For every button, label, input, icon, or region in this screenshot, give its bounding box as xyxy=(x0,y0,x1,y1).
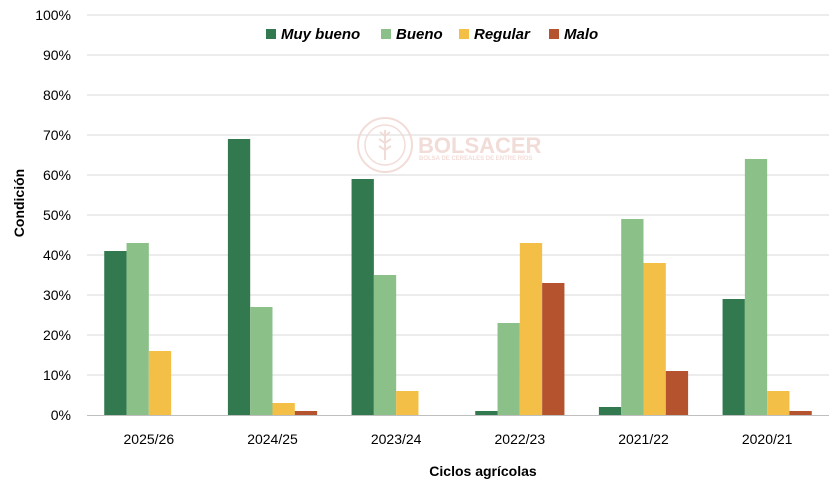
legend-label: Malo xyxy=(564,26,598,43)
bar-malo xyxy=(789,411,812,415)
y-tick-label: 90% xyxy=(43,47,71,63)
y-tick-label: 100% xyxy=(35,7,71,23)
bar-muy-bueno xyxy=(104,251,127,415)
bar-muy-bueno xyxy=(598,407,622,415)
legend-label: Regular xyxy=(474,26,531,43)
legend: Muy bueno Bueno Regular Malo xyxy=(266,26,598,43)
x-tick-label: 2023/24 xyxy=(371,431,422,447)
watermark-name: BOLSACER xyxy=(418,133,542,158)
watermark-tagline: BOLSA DE CEREALES DE ENTRE RÍOS xyxy=(419,154,532,162)
bar-bueno xyxy=(126,243,149,415)
y-tick-label: 10% xyxy=(43,367,71,383)
watermark-seal-inner-icon xyxy=(364,124,406,166)
x-tick-label: 2025/26 xyxy=(124,431,175,447)
legend-label: Muy bueno xyxy=(281,26,360,43)
bar-muy-bueno xyxy=(351,179,374,415)
y-tick-label: 40% xyxy=(43,247,71,263)
y-tick-label: 60% xyxy=(43,167,71,183)
x-axis-ticks: 2025/26 2024/25 2023/24 2022/23 2021/22 2020/… xyxy=(124,431,793,447)
bar-regular xyxy=(396,391,419,415)
y-axis-ticks: 0% 10% 20% 30% 40% 50% 60% 70% 80% 90% 100% xyxy=(35,7,71,423)
bar-bueno xyxy=(497,323,520,415)
legend-swatch xyxy=(266,29,276,39)
legend-swatch xyxy=(381,29,391,39)
x-axis-title: Ciclos agrícolas xyxy=(429,463,537,479)
wheat-icon xyxy=(378,130,392,160)
legend-swatch xyxy=(549,29,559,39)
bar-regular xyxy=(767,391,790,415)
gridlines xyxy=(87,14,829,376)
y-axis-title: Condición xyxy=(11,169,27,237)
x-tick-label: 2021/22 xyxy=(618,431,669,447)
bar-malo xyxy=(542,283,565,415)
watermark-seal-icon xyxy=(357,117,413,173)
bar-malo xyxy=(294,411,318,415)
x-tick-label: 2024/25 xyxy=(247,431,298,447)
bars-layer xyxy=(104,139,812,415)
bar-bueno xyxy=(373,275,397,415)
y-tick-label: 30% xyxy=(43,287,71,303)
bar-bueno xyxy=(621,219,644,415)
x-tick-label: 2022/23 xyxy=(495,431,546,447)
bar-regular xyxy=(643,263,666,415)
y-tick-label: 50% xyxy=(43,207,71,223)
y-tick-label: 0% xyxy=(51,407,71,423)
bar-muy-bueno xyxy=(227,139,251,415)
y-tick-label: 70% xyxy=(43,127,71,143)
bar-muy-bueno xyxy=(475,411,498,415)
y-tick-label: 20% xyxy=(43,327,71,343)
bar-bueno xyxy=(744,159,768,415)
legend-swatch xyxy=(459,29,469,39)
bar-muy-bueno xyxy=(722,299,745,415)
y-tick-label: 80% xyxy=(43,87,71,103)
x-tick-label: 2020/21 xyxy=(742,431,793,447)
legend-label: Bueno xyxy=(396,26,443,43)
bar-regular xyxy=(148,351,172,415)
bar-malo xyxy=(665,371,689,415)
watermark-logo: BOLSACER BOLSA DE CEREALES DE ENTRE RÍOS xyxy=(357,117,542,173)
bar-regular xyxy=(519,243,543,415)
bar-bueno xyxy=(250,307,273,415)
bar-regular xyxy=(272,403,295,415)
